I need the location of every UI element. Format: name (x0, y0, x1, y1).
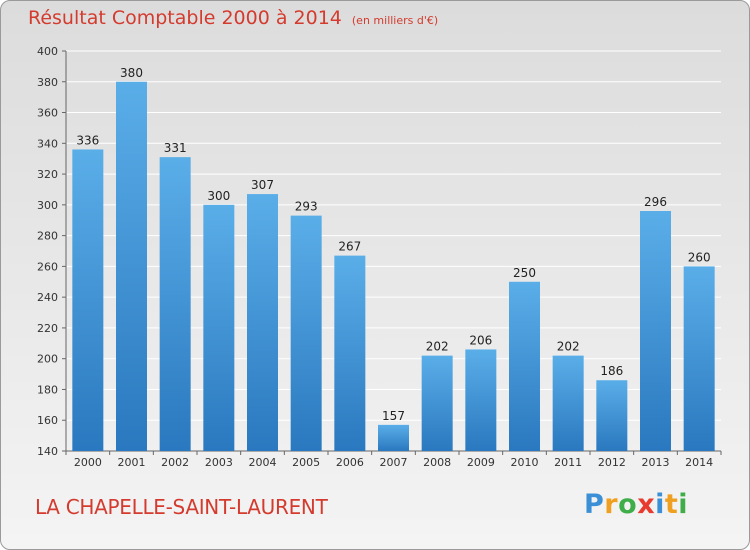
x-tick-label: 2002 (161, 456, 189, 469)
value-labels: 336 380 331 300 307 293 267 157 202 206 250 202 186 2… (76, 66, 710, 423)
bar-value-label: 206 (469, 333, 492, 347)
bar (203, 204, 235, 451)
x-tick-label: 2006 (336, 456, 364, 469)
bar (465, 349, 497, 451)
bar-value-label: 336 (76, 133, 99, 147)
bar-value-label: 260 (688, 250, 711, 264)
title-unit: (en milliers d'€) (351, 14, 439, 27)
bar (247, 194, 278, 452)
x-tick-label: 2004 (249, 456, 277, 469)
y-tick-label: 400 (37, 45, 58, 58)
y-tick-label: 300 (37, 199, 58, 212)
bar (378, 424, 409, 451)
bar-value-label: 157 (382, 409, 405, 423)
bar-value-label: 296 (644, 195, 667, 209)
y-tick-label: 180 (37, 383, 58, 396)
x-tick-label: 2003 (205, 456, 233, 469)
x-tick-label: 2001 (118, 456, 146, 469)
bar-value-label: 202 (557, 340, 580, 354)
y-tick-label: 380 (37, 76, 58, 89)
bar-value-label: 267 (338, 240, 361, 254)
bar-value-label: 250 (513, 266, 536, 280)
bar-value-label: 293 (295, 200, 318, 214)
x-tick-label: 2010 (511, 456, 539, 469)
y-tick-label: 160 (37, 414, 58, 427)
x-tick-label: 2014 (685, 456, 713, 469)
y-tick-label: 340 (37, 137, 58, 150)
y-tick-label: 240 (37, 291, 58, 304)
x-tick-label: 2000 (74, 456, 102, 469)
y-tick-label: 320 (37, 168, 58, 181)
bar-value-label: 186 (600, 364, 623, 378)
logo-letter: i (678, 489, 689, 520)
y-tick-label: 220 (37, 322, 58, 335)
y-tick-label: 360 (37, 107, 58, 120)
logo-letter: r (604, 489, 619, 520)
bars (72, 81, 715, 452)
x-tick-label: 2005 (292, 456, 320, 469)
y-tick-label: 260 (37, 260, 58, 273)
bar (596, 380, 628, 451)
town-name: LA CHAPELLE-SAINT-LAURENT (35, 495, 328, 519)
logo-letter: t (664, 489, 679, 520)
bar (72, 149, 104, 451)
x-tick-label: 2012 (598, 456, 626, 469)
title-text: Résultat Comptable 2000 à 2014 (28, 7, 342, 29)
chart-title: Résultat Comptable 2000 à 2014 (en millie… (28, 7, 438, 29)
bar (683, 266, 715, 451)
logo-letter: x (637, 489, 656, 520)
bar (334, 255, 366, 451)
y-tick-label: 280 (37, 230, 58, 243)
bar (421, 355, 453, 451)
bar (640, 211, 671, 451)
bar-value-label: 202 (426, 340, 449, 354)
bar-value-label: 300 (207, 189, 230, 203)
x-tick-label: 2013 (642, 456, 670, 469)
logo-letter: o (618, 489, 638, 520)
bar (159, 157, 191, 451)
bar (552, 355, 584, 451)
x-tick-label: 2008 (423, 456, 451, 469)
bar-value-label: 331 (164, 141, 187, 155)
bar (509, 281, 540, 451)
proxiti-logo[interactable]: Proxiti (584, 489, 688, 520)
bar (290, 215, 322, 451)
x-tick-label: 2009 (467, 456, 495, 469)
x-tick-label: 2011 (554, 456, 582, 469)
bar (116, 81, 147, 452)
bar-value-label: 380 (120, 66, 143, 80)
logo-letter: P (584, 489, 605, 520)
y-tick-label: 140 (37, 445, 58, 458)
x-tick-label: 2007 (380, 456, 408, 469)
bar-value-label: 307 (251, 178, 274, 192)
y-tick-label: 200 (37, 353, 58, 366)
logo-letter: i (655, 489, 665, 520)
